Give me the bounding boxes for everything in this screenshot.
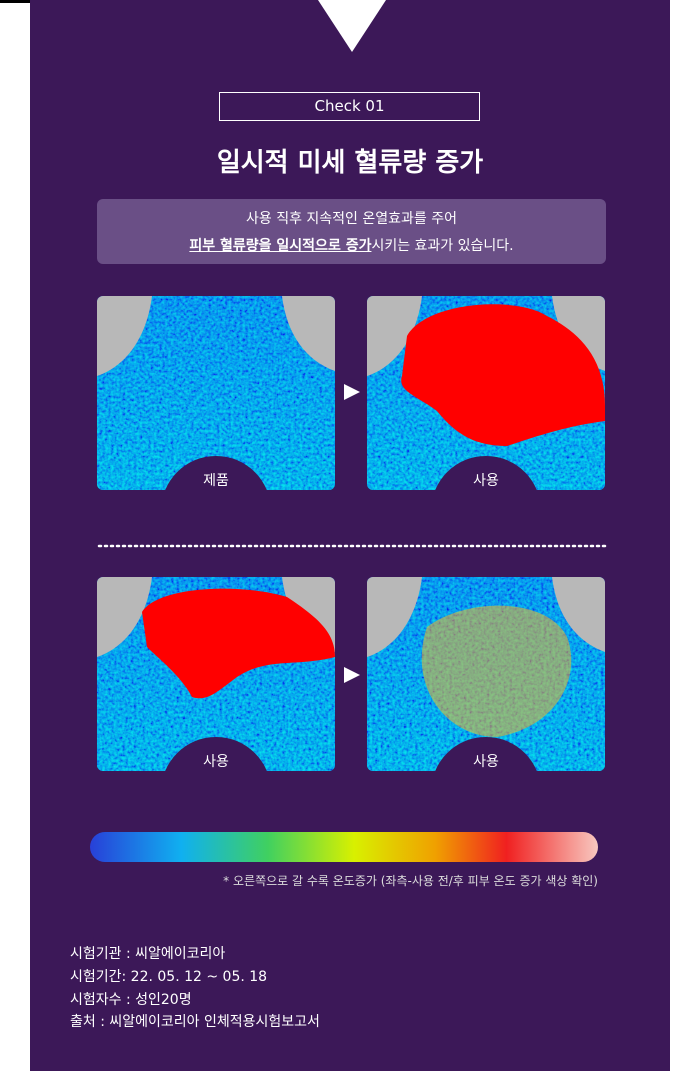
title: 일시적 미세 혈류량 증가 (216, 148, 484, 178)
intro-rest: 시키는 효과가 있습니다. (371, 238, 514, 254)
color-scale (90, 832, 598, 862)
label-top: 사용 (203, 754, 229, 770)
arrow (344, 384, 360, 400)
intro-box: 사용 직후 지속적인 온열효과를 주어 피부 혈류량을 일시적으로 증가시키는 … (97, 199, 606, 264)
thermal-image: 사용1시간 후 (367, 577, 605, 771)
note: * 오른쪽으로 갈 수록 온도증가 (좌측-사용 전/후 피부 온도 증가 색상… (223, 874, 598, 888)
label-top: 제품 (203, 473, 229, 489)
intro-line: 피부 혈류량을 일시적으로 증가시키는 효과가 있습니다. (97, 235, 606, 255)
info-line: 시험기관 : 씨알에이코리아 (70, 946, 226, 962)
panel (30, 0, 670, 1071)
thermal-image: 사용30분 후 (97, 577, 335, 771)
info-line: 출처 : 씨알에이코리아 인체적용시험보고서 (70, 1014, 320, 1030)
info-line: 시험기간: 22. 05. 12 ~ 05. 18 (70, 969, 268, 985)
check-label: Check 01 (219, 92, 480, 121)
label-top: 사용 (473, 754, 499, 770)
divider (97, 544, 607, 548)
intro-bold: 피부 혈류량을 일시적으로 증가 (189, 238, 372, 254)
info-line: 시험자수 : 성인20명 (70, 992, 192, 1008)
thermal-graphic (367, 296, 605, 490)
label-top: 사용 (473, 473, 499, 489)
intro-line: 사용 직후 지속적인 온열효과를 주어 (246, 211, 457, 227)
arrow (344, 667, 360, 683)
notch (318, 0, 386, 52)
